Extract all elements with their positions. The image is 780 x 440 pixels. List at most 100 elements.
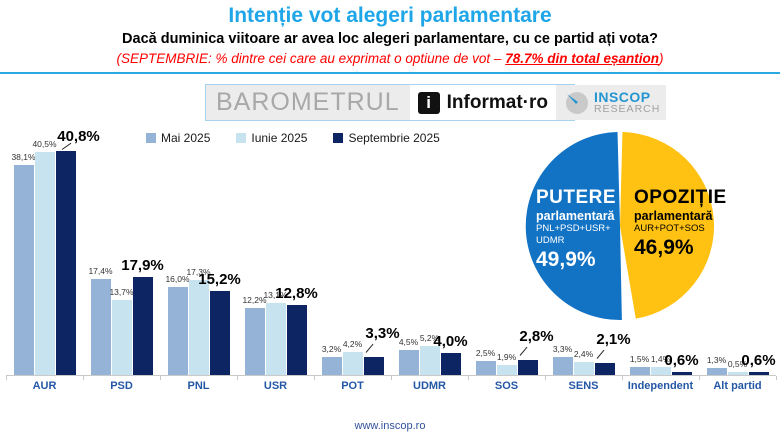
axis-tick [314, 376, 315, 380]
bar-value-label: 4,5% [398, 337, 419, 347]
bar-value-label-emphasis: 40,8% [57, 128, 100, 145]
barometrul-wordmark: BAROMETRUL [206, 85, 410, 120]
bar-value-label-emphasis: 2,8% [519, 328, 554, 345]
footer-url: www.inscop.ro [354, 420, 426, 432]
bar-value-label: 1,3% [706, 355, 727, 365]
bar [209, 291, 230, 375]
pie-slice [620, 132, 715, 319]
pie-slice-subtitle: parlamentară [536, 208, 615, 223]
bar-value-label: 2,4% [573, 349, 594, 359]
bar [517, 360, 538, 375]
legend-item: Iunie 2025 [236, 131, 307, 145]
bar-group: 3,3% 2,4% 2,1% [545, 128, 631, 375]
axis-tick [391, 376, 392, 380]
informat-wordmark: Informat·ro [446, 91, 548, 113]
axis-tick [6, 376, 7, 380]
page-subtitle: Dacă duminica viitoare ar avea loc alege… [122, 31, 658, 47]
axis-tick [468, 376, 469, 380]
bar [440, 353, 461, 375]
bar-chart: Mai 2025 Iunie 2025 Septembrie 2025 38,1% 4… [6, 128, 777, 418]
bar-value-label: 0,5% [727, 359, 748, 369]
bar-value-label: 13,7% [109, 287, 134, 297]
axis-tick [622, 376, 623, 380]
bar-value-label: 1,5% [629, 354, 650, 364]
bar [167, 287, 188, 375]
bar [748, 372, 769, 375]
label-leader-line [596, 349, 604, 359]
logo-strip: BAROMETRUL i Informat·ro INSCOP RESEARCH [205, 84, 667, 121]
bar-value-label: 3,2% [321, 344, 342, 354]
bar-value-label: 17,3% [186, 267, 211, 277]
bar-group: 3,2% 4,2% 3,3% [314, 128, 400, 375]
category-label: SOS [494, 380, 519, 392]
bar [629, 367, 650, 375]
axis-tick [776, 376, 777, 380]
axis-tick [545, 376, 546, 380]
legend-label: Iunie 2025 [251, 131, 308, 145]
bar-value-label-emphasis: 2,1% [596, 331, 631, 348]
bar-value-label: 16,0% [165, 274, 190, 284]
category-label: AUR [32, 380, 57, 392]
bar [363, 357, 384, 375]
legend-swatch-icon [236, 133, 247, 143]
bar-plot: 38,1% 40,5% 40,8% 17,4% 13,7% 17,9% 16,0% 17,3%… [6, 128, 776, 375]
pie-slice-subtitle: parlamentară [634, 208, 713, 223]
bar-group: 16,0% 17,3% 15,2% [160, 128, 241, 375]
bar-value-label: 5,2% [419, 333, 440, 343]
bar-value-label: 1,9% [496, 352, 517, 362]
legend-swatch-icon [333, 133, 344, 143]
pie-slice-percent: 46,9% [634, 235, 694, 259]
page-title: Intenție vot alegeri parlamentare [228, 4, 552, 27]
bar-value-label: 1,4% [650, 354, 671, 364]
x-axis-line [6, 375, 776, 376]
legend-swatch-icon [146, 133, 156, 143]
pie-slice-title: OPOZIȚIE [634, 187, 727, 208]
note-highlight: 78.7% din total eșantion [505, 51, 659, 66]
legend-item: Mai 2025 [146, 131, 210, 145]
axis-tick [83, 376, 84, 380]
bar-value-label: 4,2% [342, 339, 363, 349]
bar [265, 303, 286, 375]
bar-group: 38,1% 40,5% 40,8% [6, 128, 100, 375]
methodology-note: (SEPTEMBRIE: % dintre cei care au exprim… [0, 51, 780, 66]
bar-group: 1,3% 0,5% 0,6% [699, 128, 776, 375]
category-label: USR [263, 380, 288, 392]
bar [727, 372, 748, 375]
bar-value-label-emphasis: 15,2% [198, 271, 241, 288]
bar [13, 165, 34, 375]
category-label: PSD [110, 380, 133, 392]
bar [55, 151, 76, 375]
inscop-wordmark-line2: RESEARCH [593, 103, 661, 116]
informat-logo: i Informat·ro [410, 91, 556, 114]
pie-slice-detail: AUR+POT+SOS [634, 223, 705, 235]
bar [188, 280, 209, 375]
bar-value-label-emphasis: 0,6% [741, 352, 776, 369]
bar-value-label: 12,2% [242, 295, 267, 305]
bar-value-label-emphasis: 0,6% [664, 352, 699, 369]
legend-label: Septembrie 2025 [348, 131, 440, 145]
category-label: PNL [187, 380, 210, 392]
category-label: POT [341, 380, 364, 392]
bar [573, 362, 594, 375]
pie-slice-percent: 49,9% [536, 247, 596, 271]
category-label: UDMR [413, 380, 446, 392]
chart-legend: Mai 2025 Iunie 2025 Septembrie 2025 [146, 131, 440, 145]
bar [286, 305, 307, 375]
compass-circle-icon [565, 91, 588, 114]
bar-value-label: 17,4% [88, 266, 113, 276]
pie-slice-label: OPOZIȚIE parlamentară AUR+POT+SOS 46,9% [634, 188, 727, 259]
bar-group: 1,5% 1,4% 0,6% [622, 128, 699, 375]
inscop-wordmark: INSCOP RESEARCH [594, 90, 660, 115]
inscop-wordmark-line1: INSCOP [593, 89, 651, 106]
axis-tick [699, 376, 700, 380]
bar-value-label-emphasis: 4,0% [433, 333, 468, 350]
inscop-logo: INSCOP RESEARCH [555, 85, 667, 120]
category-axis: AUR PSD PNL USR POT UDMR SOS SENS Independent Alt… [6, 380, 776, 396]
bar [706, 368, 727, 375]
letter-i-square-icon: i [417, 91, 440, 114]
legend-label: Mai 2025 [161, 131, 211, 145]
bar [594, 363, 615, 375]
bar-value-label: 13,1% [263, 290, 288, 300]
bar-value-label-emphasis: 3,3% [365, 325, 400, 342]
legend-item: Septembrie 2025 [333, 131, 440, 145]
